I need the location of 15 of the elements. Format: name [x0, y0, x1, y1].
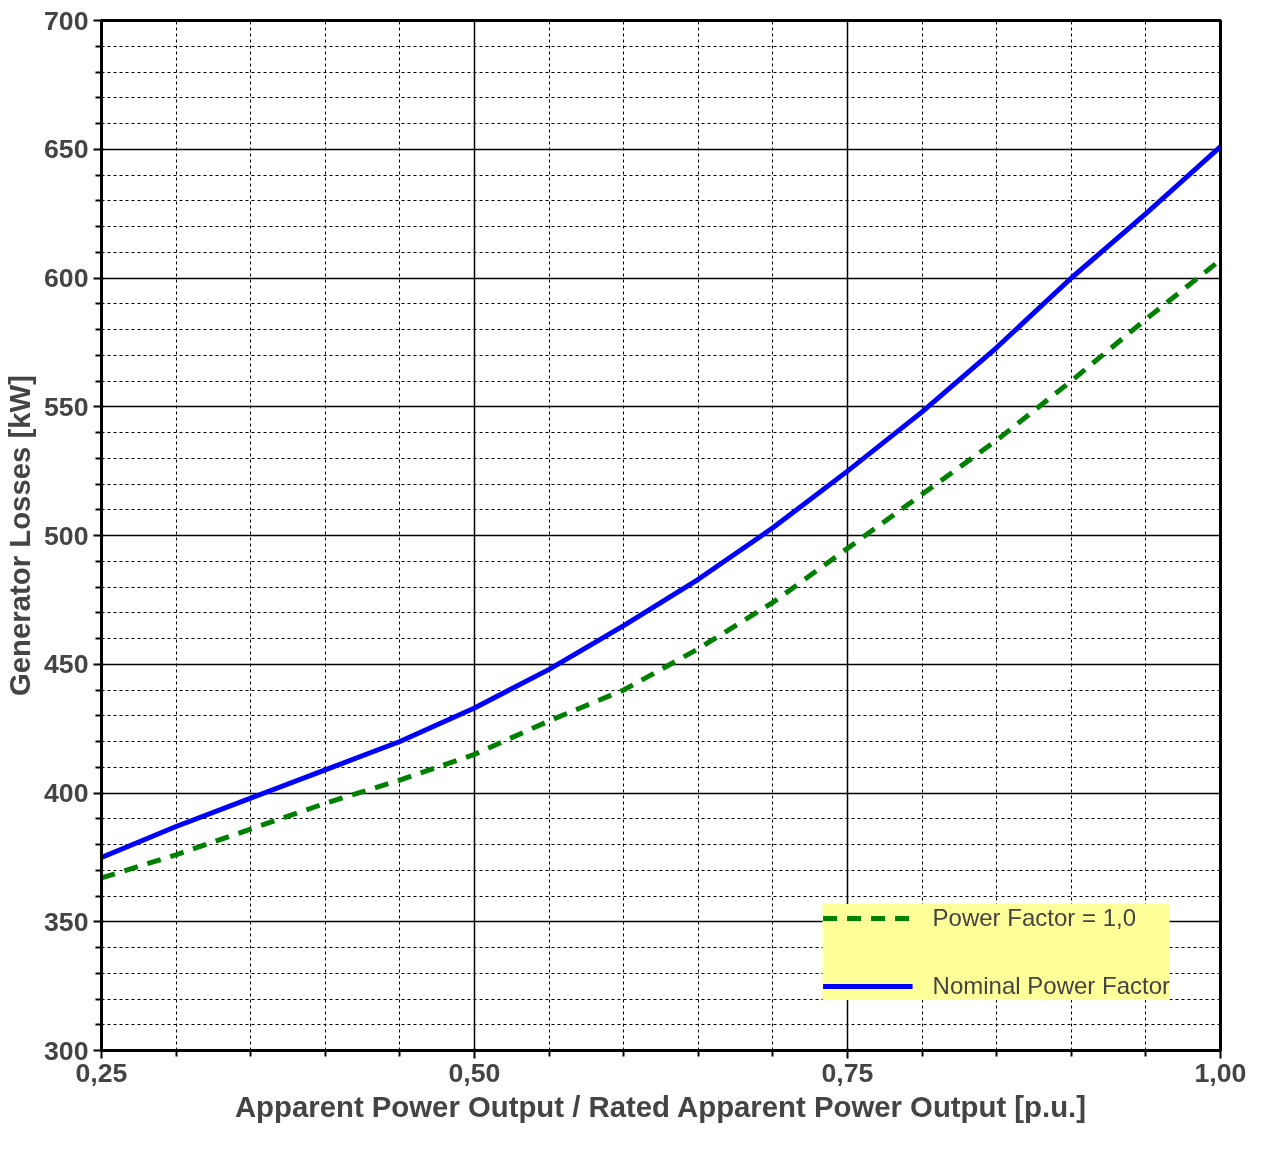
y-tick-label: 500 — [44, 520, 89, 551]
y-tick-label: 600 — [44, 263, 89, 293]
y-axis-title: Generator Losses [kW] — [3, 374, 37, 697]
legend-label: Power Factor = 1,0 — [932, 904, 1137, 932]
x-tick-label: 1,00 — [1194, 1057, 1247, 1088]
x-tick-label: 0,75 — [821, 1057, 874, 1088]
x-tick-label: 0,50 — [448, 1057, 501, 1088]
y-tick-label: 400 — [44, 778, 89, 808]
legend-label: Nominal Power Factor — [932, 972, 1170, 1000]
y-tick-label: 550 — [44, 391, 89, 422]
y-tick-label: 450 — [44, 649, 89, 680]
y-tick-label: 650 — [44, 134, 89, 165]
x-axis-title: Apparent Power Output / Rated Apparent Power Output [p.u.] — [234, 1089, 1086, 1123]
y-tick-label: 700 — [44, 5, 89, 36]
y-tick-label: 350 — [44, 906, 89, 937]
